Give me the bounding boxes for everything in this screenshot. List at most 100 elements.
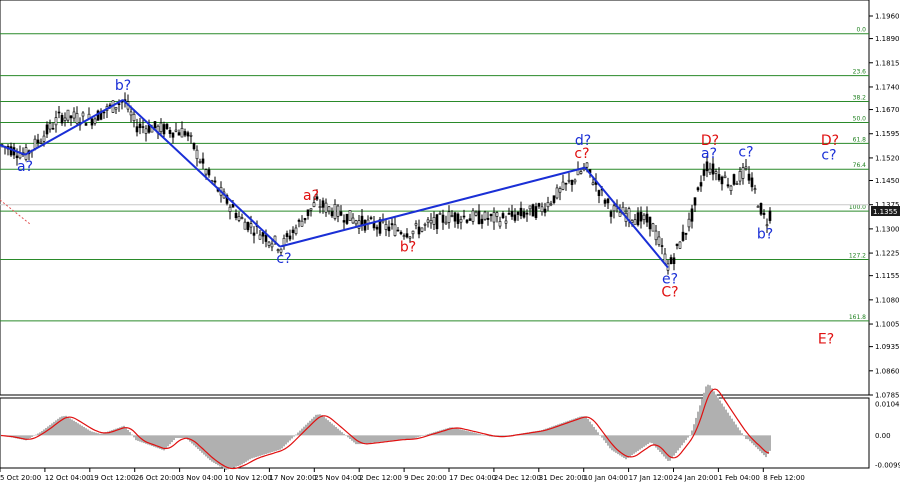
time-tick-label: 12 Oct 04:00 — [45, 474, 91, 482]
oscillator-signal-line — [0, 388, 770, 470]
oscillator-bar — [173, 435, 175, 441]
candle-body — [342, 220, 346, 223]
oscillator-bar — [391, 435, 393, 441]
oscillator-bar — [367, 435, 369, 444]
candle-body — [195, 149, 199, 160]
candle-body — [327, 206, 331, 212]
oscillator-bar — [575, 418, 577, 436]
oscillator-bar — [253, 435, 255, 458]
candle-body — [33, 138, 37, 149]
candle-body — [756, 206, 760, 208]
time-tick-label: 3 Nov 04:00 — [180, 474, 223, 482]
wave-labels: a?b?c?a?b?d?c?e?C?D?a? c?b?D?c?E? — [17, 78, 839, 347]
oscillator-bar — [719, 400, 721, 436]
oscillator-bar — [475, 433, 477, 436]
oscillator-bar — [289, 435, 291, 441]
oscillator-bar — [453, 427, 455, 436]
candle-body — [231, 204, 235, 208]
oscillator-bar — [163, 435, 165, 451]
oscillator-bar — [677, 435, 679, 451]
oscillator-bar — [399, 435, 401, 440]
candle-body — [687, 218, 691, 228]
fib-level-label: 50.0 — [853, 115, 867, 122]
oscillator-bar — [411, 435, 413, 439]
oscillator-bar — [41, 431, 43, 436]
oscillator-bar — [175, 435, 177, 438]
candle-body — [192, 142, 196, 150]
price-tick-label: 1.1080 — [875, 296, 900, 304]
candle-body — [525, 212, 529, 215]
oscillator-bar — [485, 435, 487, 436]
oscillator-bar — [583, 416, 585, 436]
oscillator-bar — [177, 435, 179, 438]
price-tick-label: 1.1670 — [875, 106, 900, 114]
oscillator-bar — [695, 417, 697, 436]
oscillator-bar — [413, 435, 415, 439]
fibonacci-levels: 0.0 23.6 38.2 50.0 61.8 76.4 100.0 127.2 161.8 — [0, 27, 869, 322]
candle-body — [702, 169, 706, 176]
oscillator-bar — [231, 435, 233, 468]
oscillator-bar — [71, 419, 73, 436]
oscillator-bar — [705, 386, 707, 436]
wave-label: c? — [574, 146, 589, 162]
fib-level-label: 23.6 — [853, 69, 867, 76]
oscillator-bar — [611, 435, 613, 451]
time-tick-label: 26 Oct 20:00 — [135, 474, 181, 482]
time-tick-label: 2 Dec 12:00 — [359, 474, 402, 482]
oscillator-bar — [265, 435, 267, 454]
candle-body — [462, 215, 466, 218]
candle-body — [489, 213, 493, 217]
candle-body — [387, 226, 391, 232]
oscillator-bar — [621, 435, 623, 457]
oscillator-bar — [455, 428, 457, 436]
wave-segment — [122, 99, 281, 248]
candle-body — [486, 217, 490, 220]
oscillator-bar — [291, 435, 293, 439]
candle-body — [159, 122, 163, 133]
candle-body — [597, 190, 601, 196]
candle-body — [636, 212, 640, 226]
price-tick-label: 1.0935 — [875, 343, 900, 351]
oscillator-bar — [31, 435, 33, 437]
candle-body — [456, 213, 460, 224]
candle-body — [168, 129, 172, 134]
oscillator-tick-label: 0.00 — [875, 432, 891, 440]
candle-body — [138, 123, 142, 129]
candle-body — [423, 223, 427, 226]
candle-body — [66, 109, 70, 121]
candle-body — [90, 118, 94, 126]
time-tick-label: 24 Dec 12:00 — [494, 474, 541, 482]
candle-body — [177, 132, 181, 136]
candle-body — [750, 177, 754, 188]
oscillator-bar — [363, 435, 365, 444]
dashed-trend-line — [0, 199, 31, 225]
wave-segment — [24, 98, 124, 156]
candle-body — [612, 205, 616, 212]
oscillator-bar — [697, 411, 699, 436]
oscillator-bar — [19, 435, 21, 440]
candle-body — [48, 122, 52, 130]
oscillator-bar — [247, 435, 249, 461]
candle-body — [438, 213, 442, 215]
oscillator-bar — [185, 435, 187, 438]
candle-body — [426, 219, 430, 223]
price-tick-label: 1.1300 — [875, 225, 900, 233]
oscillator-bar — [373, 435, 375, 443]
oscillator-bar — [65, 415, 67, 436]
candle-body — [471, 210, 475, 222]
candle-body — [315, 196, 319, 200]
candle-body — [684, 232, 688, 235]
candle-body — [765, 224, 769, 227]
oscillator-bar — [535, 431, 537, 436]
time-tick-label: 17 Jan 12:00 — [629, 474, 673, 482]
oscillator-bar — [559, 423, 561, 436]
candle-body — [735, 183, 739, 185]
oscillator-bar — [167, 435, 169, 447]
oscillator-bar — [365, 435, 367, 444]
oscillator-bar — [765, 435, 767, 458]
candle-body — [96, 110, 100, 121]
candle-body — [744, 166, 748, 169]
candle-body — [618, 211, 622, 217]
candle-body — [399, 231, 403, 235]
candle-body — [144, 128, 148, 134]
